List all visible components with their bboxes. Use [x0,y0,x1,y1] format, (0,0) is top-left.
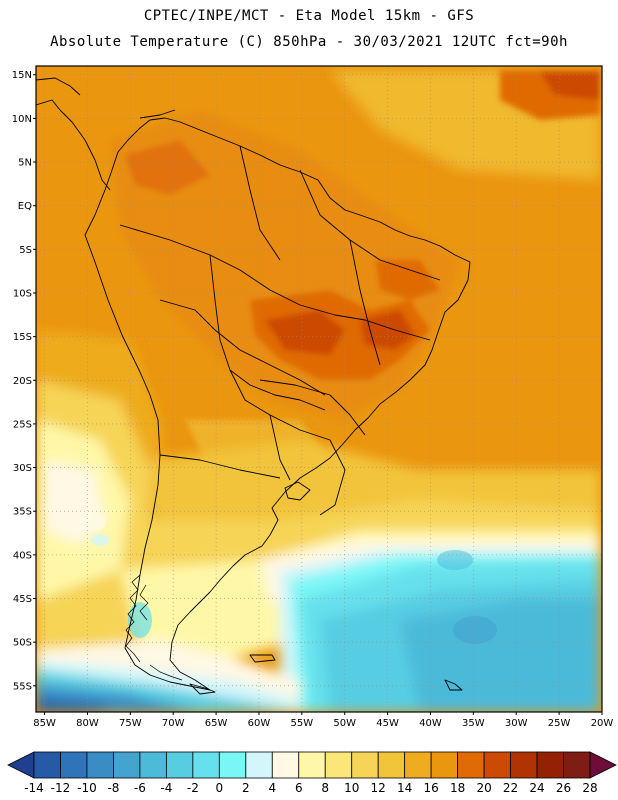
lon-label: 75W [119,718,142,729]
lon-label: 20W [591,718,614,729]
colorbar-label: 0 [216,781,224,795]
colorbar-cell [192,751,220,779]
lon-label: 40W [419,718,442,729]
colorbar-label: 10 [344,781,359,795]
lon-label: 55W [291,718,314,729]
lat-label: 15N [12,70,32,81]
colorbar-label: 20 [476,781,491,795]
longitude-labels: 85W 80W 75W 70W 65W 60W 55W 50W 45W 40W 35W 30W 25W 2… [33,712,613,729]
latitude-labels: 15N 10N 5N EQ 5S 10S 15S 20S 25S 30S 35S 40S 45S 50S 5… [12,70,36,692]
colorbar-label: -4 [160,781,172,795]
lon-label: 80W [76,718,99,729]
colorbar-label: -10 [77,781,97,795]
colorbar-label: -6 [134,781,146,795]
colorbar-cell [298,751,326,779]
colorbar-cell [60,751,88,779]
colorbar-under-triangle [7,751,35,779]
colorbar-cell [245,751,273,779]
lat-label: 30S [13,463,32,474]
colorbar-cell [377,751,406,779]
colorbar-over-triangle [589,751,617,779]
colorbar-label: 8 [321,781,329,795]
colorbar-label: -14 [24,781,44,795]
colorbar-label: 14 [397,781,412,795]
lat-label: 45S [13,594,32,605]
lon-label: 35W [462,718,485,729]
colorbar-cell [430,751,459,779]
colorbar-cell [139,751,167,779]
colorbar-label: -12 [51,781,71,795]
lat-label: 40S [13,550,32,561]
lat-label: EQ [18,201,32,212]
lat-label: 55S [13,681,32,692]
chart-title-line-1: CPTEC/INPE/MCT - Eta Model 15km - GFS [143,8,475,24]
lat-label: 20S [13,376,32,387]
lat-label: 50S [13,638,32,649]
colorbar-cell [324,751,353,779]
colorbar-label: 28 [582,781,597,795]
colorbar-cell [351,751,379,779]
lon-label: 65W [205,718,228,729]
lat-label: 15S [13,332,32,343]
colorbar-label: 22 [503,781,518,795]
colorbar-label: 12 [371,781,386,795]
colorbar-cell [483,751,511,779]
lat-label: 5N [18,158,32,169]
lat-label: 5S [19,245,32,256]
colorbar-cell [218,751,247,779]
colorbar-label: 24 [529,781,544,795]
colorbar-cell [536,751,564,779]
colorbar-label: 2 [242,781,250,795]
map-frame [35,65,603,713]
lat-label: 25S [13,419,32,430]
lon-label: 85W [33,718,56,729]
colorbar-labels: -14 -12 -10 -8 -6 -4 -2 0 2 4 6 8 10 12 14 16 18 20 22 24 26… [24,781,597,795]
temperature-field [36,66,602,712]
colorbar-cell [86,751,114,779]
colorbar-label: 6 [295,781,303,795]
coastline [36,77,471,695]
colorbar-label: -8 [107,781,119,795]
colorbar-label: 16 [424,781,439,795]
colorbar-cell [165,751,194,779]
colorbar-label: -2 [187,781,199,795]
colorbar-label: 4 [268,781,276,795]
lon-label: 30W [505,718,528,729]
colorbar-cell [404,751,432,779]
lon-label: 60W [248,718,271,729]
colorbar-cell [563,751,591,779]
colorbar-label: 26 [556,781,571,795]
lat-label: 10S [13,288,32,299]
colorbar [7,751,617,779]
lon-label: 70W [162,718,185,729]
colorbar-cell [457,751,485,779]
colorbar-label: 18 [450,781,465,795]
lat-label: 10N [12,114,32,125]
chart-title-line-2: Absolute Temperature (C) 850hPa - 30/03/… [50,34,568,50]
colorbar-cell [271,751,300,779]
lon-label: 50W [333,718,356,729]
colorbar-cell [33,751,61,779]
colorbar-cell [510,751,538,779]
lon-label: 45W [376,718,399,729]
chile-archipelago [125,574,183,681]
colorbar-cell [113,751,141,779]
lon-label: 25W [548,718,571,729]
lat-label: 35S [13,507,32,518]
